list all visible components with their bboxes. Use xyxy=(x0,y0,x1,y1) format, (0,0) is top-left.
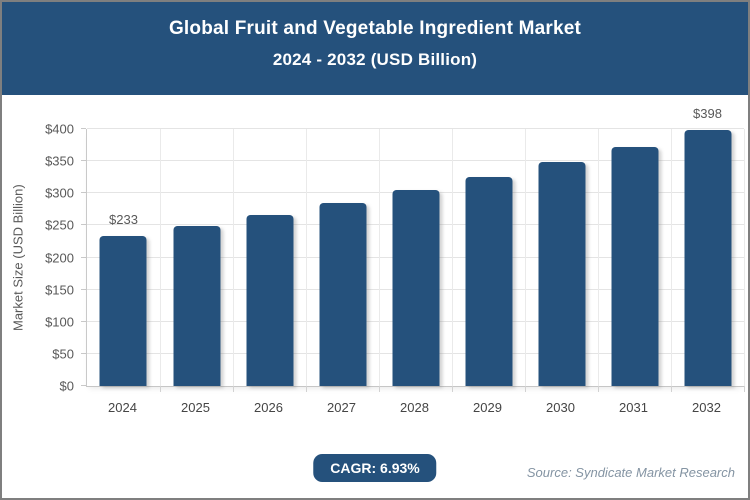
bar-value-label: $233 xyxy=(109,212,138,228)
x-tick-mark xyxy=(378,386,380,392)
bar-2030 xyxy=(538,162,585,386)
bar-2031 xyxy=(611,147,658,386)
y-tick-mark xyxy=(81,385,86,386)
plot-area: $233 $398 xyxy=(86,106,745,392)
y-tick-mark xyxy=(81,352,86,354)
x-tick-label: 2031 xyxy=(619,400,648,415)
y-tick-mark xyxy=(81,192,86,194)
bar-2027 xyxy=(319,202,366,386)
x-tick-label: 2028 xyxy=(400,400,429,415)
header: Global Fruit and Vegetable Ingredient Ma… xyxy=(2,2,748,95)
x-tick-mark xyxy=(598,386,599,392)
h-gridline xyxy=(87,160,744,162)
bar-value-label: $398 xyxy=(693,106,722,122)
source-attribution: Source: Syndicate Market Research xyxy=(526,465,735,480)
x-tick-label: 2030 xyxy=(546,400,575,415)
bar-2032 xyxy=(684,130,731,386)
cagr-badge: CAGR: 6.93% xyxy=(313,454,437,482)
y-tick-mark xyxy=(81,128,86,129)
x-tick-mark xyxy=(159,386,161,392)
y-tick-mark xyxy=(81,160,86,162)
x-tick-mark xyxy=(525,386,526,392)
x-axis-labels: 2024 2025 2026 2027 2028 2029 2030 2031 2032 xyxy=(86,400,743,420)
bar-2028 xyxy=(392,190,439,386)
y-tick-mark xyxy=(81,256,86,258)
bar-2026 xyxy=(246,215,293,386)
y-tick-label: $350 xyxy=(45,153,74,169)
chart-title: Global Fruit and Vegetable Ingredient Ma… xyxy=(168,18,582,39)
y-tick-mark xyxy=(81,224,86,226)
x-tick-label: 2024 xyxy=(108,400,137,415)
y-tick-label: $400 xyxy=(45,121,74,137)
v-gridline xyxy=(670,129,672,386)
x-tick-label: 2026 xyxy=(254,400,283,415)
bar-2024 xyxy=(99,236,147,386)
bar-2029 xyxy=(465,176,512,386)
v-gridline xyxy=(598,129,599,386)
x-tick-mark xyxy=(232,386,234,392)
v-gridline xyxy=(232,129,234,386)
bar-2025 xyxy=(173,226,220,386)
y-tick-label: $300 xyxy=(45,185,74,201)
v-gridline xyxy=(306,129,307,386)
y-tick-label: $100 xyxy=(45,314,74,330)
h-gridline xyxy=(87,128,744,129)
y-tick-label: $50 xyxy=(52,346,74,362)
chart-subtitle: 2024 - 2032 (USD Billion) xyxy=(272,50,478,69)
y-tick-label: $150 xyxy=(45,282,74,298)
y-tick-mark xyxy=(81,320,86,322)
x-tick-label: 2029 xyxy=(473,400,502,415)
x-tick-mark xyxy=(744,386,745,392)
x-tick-label: 2025 xyxy=(181,400,210,415)
v-gridline xyxy=(525,129,526,386)
x-tick-label: 2032 xyxy=(692,400,721,415)
x-tick-mark xyxy=(452,386,453,392)
y-axis-labels: $0 $50 $100 $150 $200 $250 $300 $350 $400 xyxy=(2,122,86,394)
y-tick-label: $0 xyxy=(59,378,74,394)
v-gridline xyxy=(159,129,161,386)
v-gridline xyxy=(744,129,745,386)
x-tick-label: 2027 xyxy=(327,400,356,415)
x-tick-mark xyxy=(306,386,307,392)
v-gridline xyxy=(452,129,453,386)
v-gridline xyxy=(378,129,380,386)
y-tick-mark xyxy=(81,288,86,290)
y-tick-label: $200 xyxy=(45,250,74,265)
y-tick-label: $250 xyxy=(45,217,74,233)
x-tick-mark xyxy=(670,386,672,392)
